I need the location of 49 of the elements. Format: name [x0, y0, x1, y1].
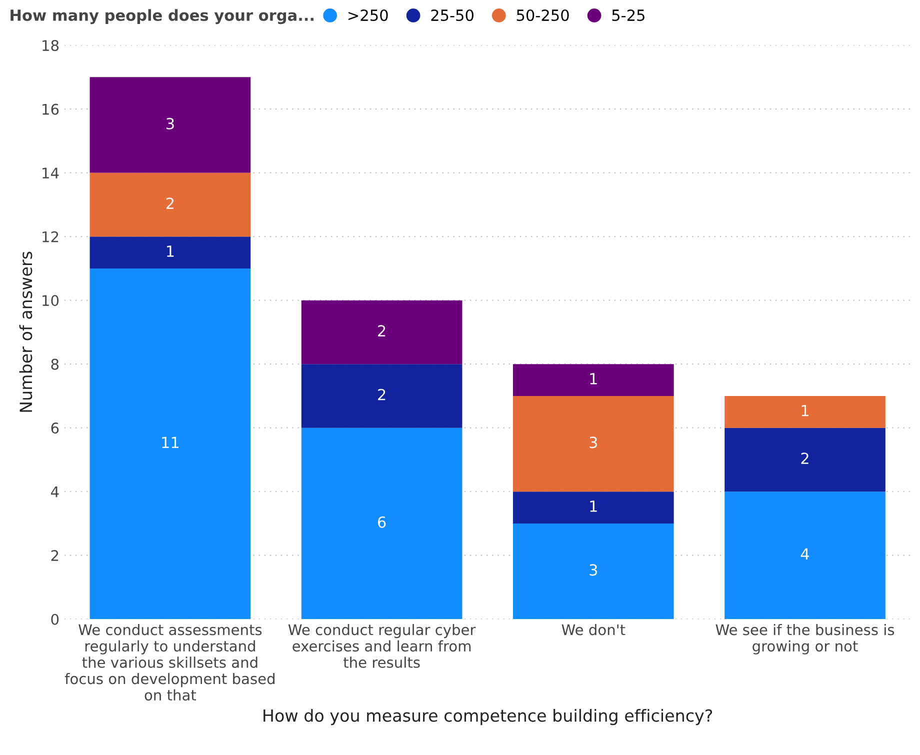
data-label: 2 — [801, 452, 808, 464]
data-label: 3 — [590, 436, 598, 448]
bar — [90, 77, 251, 173]
data-label: 1 — [590, 500, 597, 512]
data-label: 3 — [590, 564, 598, 576]
x-tick-label: We don't — [562, 624, 626, 636]
y-axis-title: Number of answers — [19, 252, 32, 412]
y-tick-label: 8 — [51, 358, 59, 370]
data-label: 4 — [800, 548, 810, 560]
bar — [512, 396, 674, 492]
x-tick-label: We conduct assessments regularly to understand the various skillsets and focus on development based on that — [64, 624, 274, 701]
bar — [90, 236, 251, 268]
bar — [90, 268, 251, 620]
bar — [301, 300, 462, 364]
data-label: 1 — [802, 404, 808, 416]
legend-label: 50-250 — [516, 9, 569, 22]
data-label: 2 — [378, 388, 386, 400]
data-label: 1 — [590, 373, 597, 384]
y-tick-label: 4 — [50, 486, 59, 498]
bar — [512, 523, 674, 620]
bar — [724, 396, 886, 428]
y-tick-label: 6 — [51, 422, 59, 434]
bar — [301, 428, 462, 620]
bar — [724, 492, 886, 620]
x-tick-label: We see if the business is growing or not — [716, 624, 894, 654]
y-tick-label: 18 — [42, 40, 59, 52]
y-tick-label: 12 — [42, 231, 58, 242]
legend-label: >250 — [348, 9, 388, 22]
x-axis-title: How do you measure competence building efficiency? — [264, 708, 712, 726]
legend-label: 5-25 — [612, 9, 644, 22]
data-label: 3 — [166, 118, 174, 130]
y-tick-label: 10 — [42, 295, 59, 306]
bar — [724, 428, 886, 492]
bar — [512, 364, 674, 396]
bar — [90, 172, 251, 237]
bar — [512, 492, 674, 524]
legend-label: 25-50 — [431, 9, 474, 22]
y-tick-label: 16 — [42, 104, 59, 115]
data-label: 6 — [378, 516, 386, 528]
y-tick-label: 0 — [51, 614, 59, 625]
data-label: 1 — [167, 246, 174, 257]
legend-title: How many people does your orga... — [10, 9, 314, 24]
x-tick-label: We conduct regular cyber exercises and learn from the results — [288, 624, 476, 668]
data-label: 11 — [162, 436, 179, 448]
bar — [301, 364, 462, 428]
y-tick-label: 2 — [51, 550, 58, 561]
y-tick-label: 14 — [42, 168, 59, 178]
data-label: 2 — [378, 325, 386, 336]
data-label: 2 — [166, 198, 174, 209]
